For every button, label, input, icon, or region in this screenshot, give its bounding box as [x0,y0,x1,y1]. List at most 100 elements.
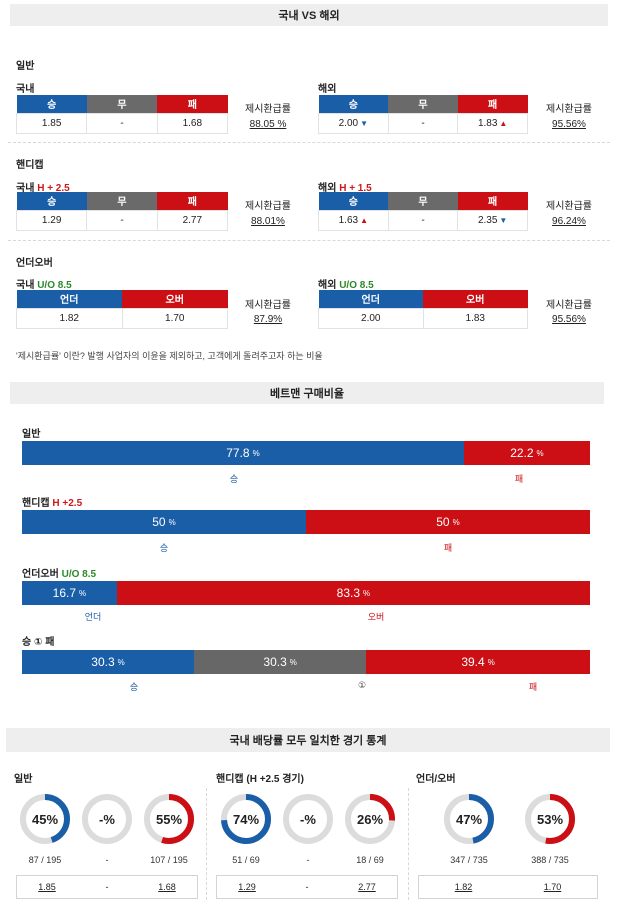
bar-segment-draw: 30.3% [194,650,367,674]
betman-underover-title-text: 언더오버 [22,569,59,580]
underover-foreign-label-text: 해외 [318,280,337,291]
odd-handicap-win[interactable]: 1.29 [238,882,256,892]
odd-underover-under[interactable]: 1.82 [454,882,473,892]
general-domestic-odds-table: 승 무 패 1.85 - 1.68 [15,95,229,134]
donut-handicap-lose [345,794,395,844]
header-lose: 패 [157,192,228,210]
stats-general-title: 일반 [14,774,33,785]
stats-divider [408,788,409,900]
donut-general-lose-text: 55% [155,811,183,827]
header-over: 오버 [423,290,528,308]
return-rate-note: '제시환급률' 이란? 발행 사업자의 이윤을 제외하고, 고객에게 돌려주고자… [16,351,323,361]
general-domestic-label-text: 국내 [16,84,35,95]
donut-handicap-draw [283,794,333,844]
odd-general-lose[interactable]: 1.68 [158,882,176,892]
stats-title: 국내 배당률 모두 일치한 경기 통계 [229,735,387,747]
betman-general-title: 일반 [22,429,41,440]
odds-box-general: 1.85 - 1.68 [16,875,198,899]
underover-foreign-odds-table: 언더 오버 2.00 1.83 [318,290,528,329]
arrow-up-icon: ▲ [360,215,369,225]
divider [8,240,610,241]
handicap-foreign-label: 해외 H + 1.5 [318,179,372,194]
header-lose: 패 [157,95,228,113]
return-rate-value: 88.01% [251,216,285,227]
header-under: 언더 [16,290,122,308]
bar-segment-win: 30.3% [22,650,195,674]
arrow-down-icon: ▼ [360,118,369,128]
handicap-line: H + 2.5 [37,183,70,194]
count-general-lose: 107 / 195 [150,855,188,865]
segment-value: 39.4 [461,655,485,669]
odd-handicap-draw: - [305,882,309,892]
odd-win: 1.85 [15,112,88,134]
segment-unit: % [79,588,87,598]
betman-handicap-title: 핸디캡 H +2.5 [22,494,82,509]
bar-label-win: 승 [229,474,239,484]
count-handicap-lose: 18 / 69 [356,855,384,865]
donut-general-draw-text: -% [99,811,115,827]
segment-value: 83.3 [336,586,361,600]
bar-label-lose: 패 [528,682,538,692]
return-rate-label: 제시환급률 [245,104,291,115]
handicap-title: 핸디캡 [16,160,44,171]
donut-handicap-draw-text: -% [300,811,316,827]
betman-title: 베트맨 구매비율 [270,388,344,400]
betman-underover-line: U/O 8.5 [61,569,97,580]
bar-segment-over: 83.3% [116,581,590,605]
return-rate-value: 96.24% [552,216,586,227]
stats-underover-title: 언더/오버 [416,774,456,785]
header-win: 승 [318,192,389,210]
handicap-foreign-label-text: 해외 [318,183,337,194]
betman-wdl-bar: 30.3% 30.3% 39.4% [22,650,590,674]
odd-win-value: 1.63 [338,214,359,226]
segment-value: 30.3 [91,655,115,669]
segment-value: 77.8 [226,446,250,460]
bar-segment-lose: 50% [306,510,590,534]
donut-handicap-lose-text: 26% [356,811,384,827]
underover-domestic-odds-table: 언더 오버 1.82 1.70 [16,290,228,329]
header-under: 언더 [318,290,423,308]
odd-win: 1.63 ▲ [318,209,389,231]
bar-segment-lose: 39.4% [366,650,590,674]
count-underover-over: 388 / 735 [531,855,569,865]
betman-title-bar: 베트맨 구매비율 [10,382,604,404]
handicap-foreign-odds-table: 승 무 패 1.63 ▲ - 2.35 ▼ [318,192,528,231]
donut-handicap-win-text: 74% [232,811,260,827]
odd-over: 1.83 [422,307,528,329]
donut-general-win [20,794,70,844]
handicap-domestic-label: 국내 H + 2.5 [16,179,70,194]
donut-arc [221,794,271,844]
return-rate-value: 88.05 % [249,119,287,130]
return-rate-label: 제시환급률 [245,300,291,311]
odd-over: 1.70 [121,307,228,329]
segment-unit: % [252,448,260,458]
header-win: 승 [318,95,389,113]
underover-foreign-label: 해외 U/O 8.5 [318,276,374,291]
count-handicap-draw: - [306,855,310,865]
header-draw: 무 [388,192,458,210]
donut-general-win-text: 45% [31,811,59,827]
arrow-up-icon: ▲ [499,118,508,128]
segment-unit: % [536,448,544,458]
return-rate-value: 95.56% [552,314,586,325]
stats-divider [206,788,207,900]
segment-value: 30.3 [263,655,287,669]
odd-lose: 1.68 [156,112,229,134]
bar-label-draw: ① [357,680,367,690]
bar-segment-win: 77.8% [22,441,464,465]
segment-value: 50 [152,515,166,529]
underover-line: U/O 8.5 [37,280,72,291]
header-over: 오버 [122,290,228,308]
odd-underover-over[interactable]: 1.70 [543,882,562,892]
odd-lose-value: 1.83 [477,117,498,129]
odd-general-win[interactable]: 1.85 [38,882,56,892]
odd-handicap-lose[interactable]: 2.77 [358,882,376,892]
count-underover-under: 347 / 735 [450,855,488,865]
odd-lose: 2.35 ▼ [457,209,528,231]
segment-unit: % [363,588,371,598]
donut-general-lose [144,794,194,844]
bar-label-win: 승 [129,682,139,692]
header-lose: 패 [457,95,528,113]
segment-unit: % [487,657,495,667]
bar-label-lose: 패 [514,474,524,484]
